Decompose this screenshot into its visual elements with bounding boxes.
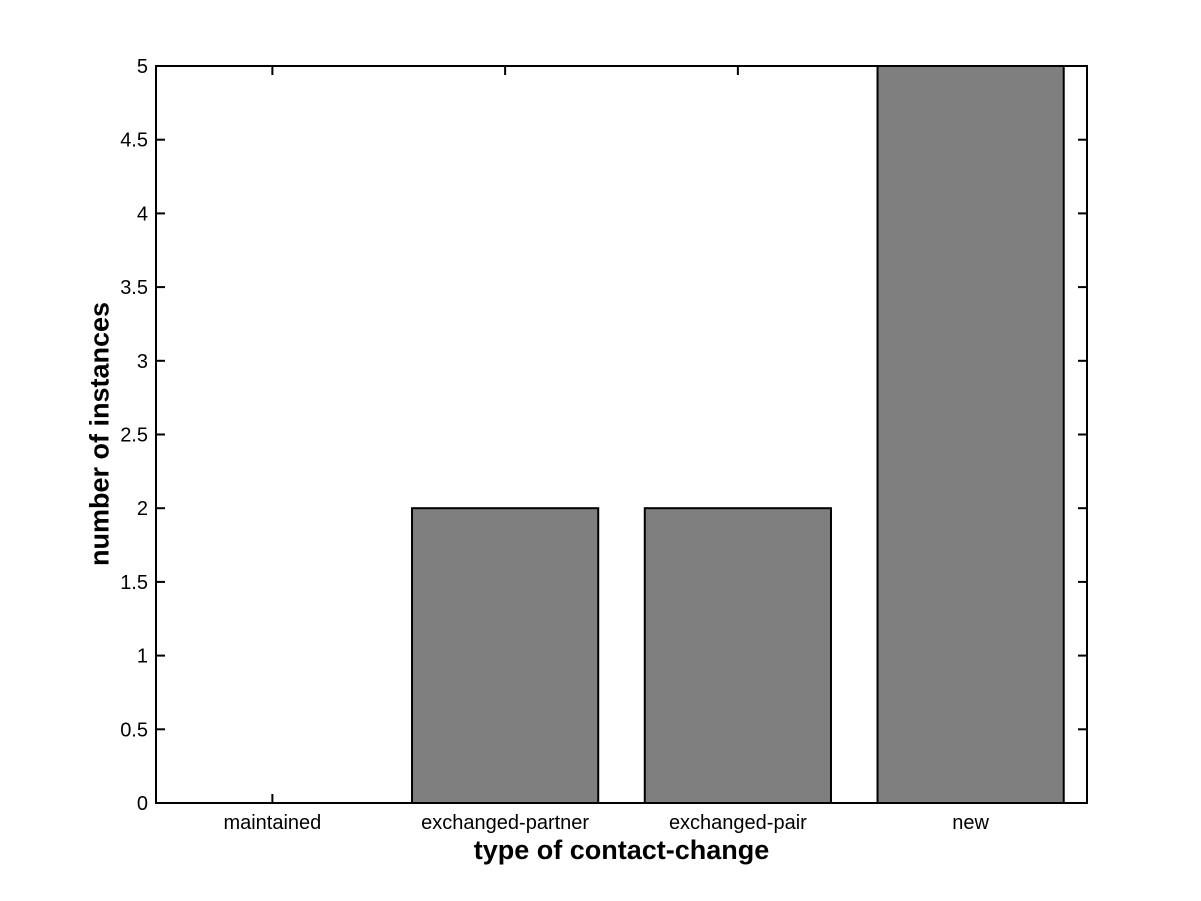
y-tick-label: 3 — [137, 351, 148, 373]
bar — [876, 65, 1065, 804]
x-category-label: exchanged-pair — [669, 812, 807, 834]
y-tick-label: 3.5 — [120, 277, 148, 299]
y-tick-label: 1.5 — [120, 572, 148, 594]
y-tick-label: 0 — [137, 793, 148, 815]
bar — [411, 507, 600, 804]
y-tick-label: 0.5 — [120, 719, 148, 741]
x-category-label: maintained — [223, 812, 321, 834]
plot-box — [155, 65, 1088, 804]
y-tick-label: 1 — [137, 646, 148, 668]
bar — [643, 507, 832, 804]
x-category-label: exchanged-partner — [421, 812, 589, 834]
y-tick-label: 5 — [137, 56, 148, 78]
y-axis-title: number of instances — [84, 301, 115, 567]
y-tick-label: 2 — [137, 498, 148, 520]
y-tick-label: 4.5 — [120, 130, 148, 152]
x-category-label: new — [952, 812, 989, 834]
x-axis-title: type of contact-change — [473, 835, 770, 865]
y-tick-label: 4 — [137, 203, 148, 225]
y-tick-label: 2.5 — [120, 425, 148, 447]
